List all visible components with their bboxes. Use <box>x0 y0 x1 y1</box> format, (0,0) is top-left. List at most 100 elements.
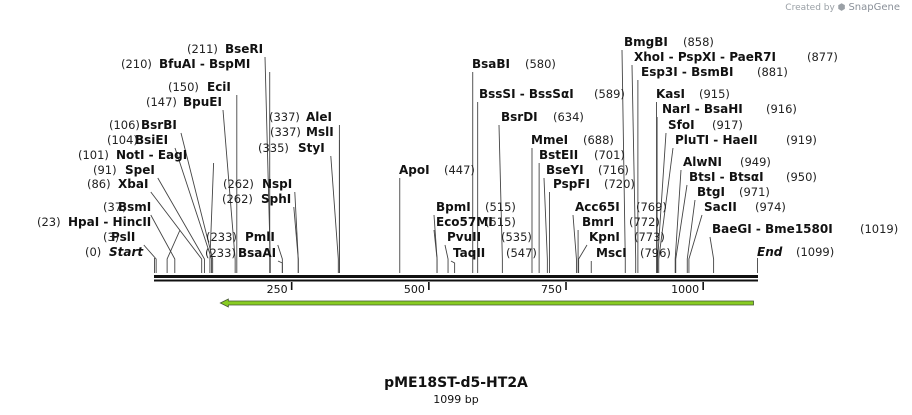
site-bsteii[interactable]: BstEII <box>539 148 578 162</box>
site-pvuii[interactable]: PvuII <box>447 230 481 244</box>
tick-label-1000: 1000 <box>671 283 699 296</box>
site-alei[interactable]: AleI <box>306 110 332 124</box>
site-nspi[interactable]: NspI <box>262 177 292 191</box>
site-position-styi: (335) <box>258 141 289 155</box>
leader-bsrbi-7 <box>180 132 214 273</box>
site-spei[interactable]: SpeI <box>125 163 155 177</box>
leader-baegi-bme1580i-46 <box>709 236 715 273</box>
feature-arrow[interactable] <box>219 298 754 308</box>
site-bseyi[interactable]: BseYI <box>546 163 584 177</box>
site-bseri[interactable]: BseRI <box>225 42 263 56</box>
site-btgi[interactable]: BtgI <box>697 185 725 199</box>
site-pmli[interactable]: PmlI <box>245 230 275 244</box>
site-esp3i-bsmbi[interactable]: Esp3I - BsmBI <box>641 65 733 79</box>
site-position-bseri: (211) <box>187 42 218 56</box>
site-sacii[interactable]: SacII <box>704 200 737 214</box>
site-bpuei[interactable]: BpuEI <box>183 95 222 109</box>
site-position-bsmi: (37) <box>103 200 127 214</box>
site-position-sphi: (262) <box>222 192 253 206</box>
site-styi[interactable]: StyI <box>298 141 325 155</box>
leader-xbai-3 <box>150 191 203 273</box>
leader-styi-16 <box>330 155 339 273</box>
site-position-pmli: (233) <box>206 230 237 244</box>
site-nari-bsahi[interactable]: NarI - BsaHI <box>662 102 743 116</box>
start-position: (0) <box>85 245 101 259</box>
site-position-psli: (3) <box>103 230 119 244</box>
site-position-spei: (91) <box>93 163 117 177</box>
leader-bsiei-6 <box>174 147 213 273</box>
site-position-bfuai-bspmi: (210) <box>121 57 152 71</box>
site-position-alwni: (949) <box>740 155 771 169</box>
site-acc65i[interactable]: Acc65I <box>575 200 620 214</box>
site-psli[interactable]: PslI <box>111 230 135 244</box>
site-taqii[interactable]: TaqII <box>453 246 485 260</box>
site-position-pspfi: (720) <box>604 177 635 191</box>
site-noti-eagi[interactable]: NotI - EagI <box>116 148 187 162</box>
site-position-msci: (796) <box>640 246 671 260</box>
leader-nspi-15 <box>294 191 299 273</box>
site-sfoi[interactable]: SfoI <box>668 118 695 132</box>
site-alwni[interactable]: AlwNI <box>683 155 722 169</box>
site-msli[interactable]: MslI <box>306 125 334 139</box>
site-position-bpmi: (515) <box>485 200 516 214</box>
site-btsi-bts-i[interactable]: BtsI - BtsαI <box>689 170 764 184</box>
site-kasi[interactable]: KasI <box>656 87 685 101</box>
leader-pvuii-22 <box>444 244 449 273</box>
site-position-btgi: (971) <box>739 185 770 199</box>
site-hpai-hincii[interactable]: HpaI - HincII <box>68 215 151 229</box>
site-mmei[interactable]: MmeI <box>531 133 568 147</box>
site-sphi[interactable]: SphI <box>261 192 291 206</box>
site-position-apoi: (447) <box>444 163 475 177</box>
site-xbai[interactable]: XbaI <box>118 177 148 191</box>
site-baegi-bme1580i[interactable]: BaeGI - Bme1580I <box>712 222 833 236</box>
site-position-bsrbi: (106) <box>109 118 140 132</box>
site-pspfi[interactable]: PspFI <box>553 177 590 191</box>
site-position-bsabi: (580) <box>525 57 556 71</box>
site-bsrdi[interactable]: BsrDI <box>501 110 538 124</box>
site-bsabi[interactable]: BsaBI <box>472 57 510 71</box>
leader-hpai-hincii-1 <box>166 229 181 273</box>
site-bmri[interactable]: BmrI <box>582 215 614 229</box>
site-position-noti-eagi: (101) <box>78 148 109 162</box>
site-xhoi-pspxi-paer7i[interactable]: XhoI - PspXI - PaeR7I <box>634 50 776 64</box>
site-bsssi-bsss-i[interactable]: BssSI - BssSαI <box>479 87 574 101</box>
leader-acc65i-31 <box>572 214 577 273</box>
site-bpmi[interactable]: BpmI <box>436 200 471 214</box>
site-pluti-haeii[interactable]: PluTI - HaeII <box>675 133 758 147</box>
site-position-taqii: (547) <box>506 246 537 260</box>
site-position-bmgbi: (858) <box>683 35 714 49</box>
site-bfuai-bspmi[interactable]: BfuAI - BspMI <box>159 57 250 71</box>
feature-arrow-shape[interactable] <box>219 298 754 308</box>
site-position-ecii: (150) <box>168 80 199 94</box>
site-apoi[interactable]: ApoI <box>399 163 430 177</box>
leader-btgi-44 <box>686 199 696 273</box>
site-position-bsrdi: (634) <box>553 110 584 124</box>
leader-xhoi-pspxi-paer7i-36 <box>631 64 637 273</box>
site-position-mmei: (688) <box>583 133 614 147</box>
snapgene-credit: Created by ⬢ SnapGene <box>785 2 900 13</box>
site-eco57mi[interactable]: Eco57MI <box>436 215 493 229</box>
site-position-eco57mi: (515) <box>485 215 516 229</box>
site-bsmi[interactable]: BsmI <box>118 200 151 214</box>
site-bsiei[interactable]: BsiEI <box>135 133 168 147</box>
site-position-xhoi-pspxi-paer7i: (877) <box>807 50 838 64</box>
site-position-esp3i-bsmbi: (881) <box>757 65 788 79</box>
site-leader-lines <box>143 49 758 273</box>
site-bsrbi[interactable]: BsrBI <box>141 118 177 132</box>
site-bmgbi[interactable]: BmgBI <box>624 35 668 49</box>
site-position-kpni: (773) <box>634 230 665 244</box>
tick-label-500: 500 <box>404 283 425 296</box>
ruler-ticks: 250 500 750 1000 <box>267 282 704 296</box>
sequence-backbone <box>154 275 758 282</box>
site-ecii[interactable]: EciI <box>207 80 231 94</box>
leader-pmli-13 <box>277 244 283 273</box>
leader-sfoi-40 <box>657 132 667 273</box>
site-position-kasi: (915) <box>699 87 730 101</box>
map-title: pME18ST-d5-HT2A <box>384 375 528 391</box>
site-position-btsi-bts-i: (950) <box>786 170 817 184</box>
site-kpni[interactable]: KpnI <box>589 230 620 244</box>
site-bsaai[interactable]: BsaAI <box>238 246 276 260</box>
credit-brand: SnapGene <box>848 2 900 13</box>
site-msci[interactable]: MscI <box>596 246 627 260</box>
